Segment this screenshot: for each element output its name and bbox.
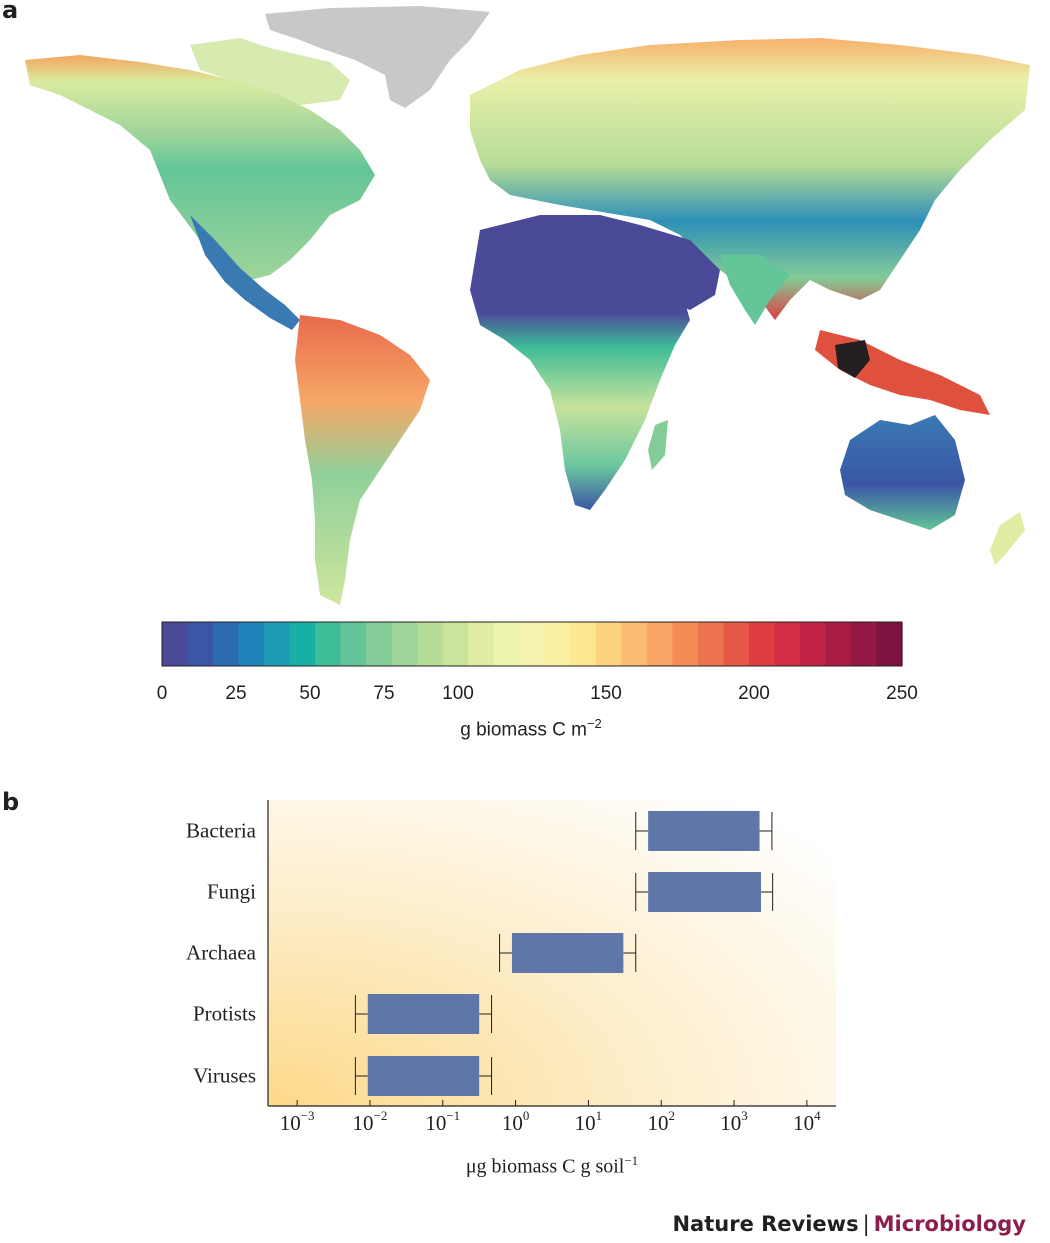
category-label: Bacteria: [186, 818, 256, 843]
north-america: [25, 55, 375, 280]
colorbar-swatch: [468, 622, 495, 666]
colorbar-swatch: [850, 622, 878, 666]
x-tick-label: 10−1: [425, 1108, 461, 1135]
colorbar-swatch: [162, 622, 189, 666]
category-label: Fungi: [206, 879, 256, 904]
south-america: [295, 315, 430, 605]
colorbar-swatch: [340, 622, 367, 666]
colorbar-swatch: [238, 622, 265, 666]
eurasia: [470, 38, 1030, 320]
colorbar-frame: [161, 621, 903, 667]
category-label: Protists: [192, 1001, 256, 1026]
category-label: Archaea: [186, 940, 256, 965]
credit-separator: |: [862, 1212, 870, 1236]
colorbar-swatch: [646, 622, 673, 666]
panel-label-b: b: [2, 788, 20, 816]
colorbar-label: g biomass C m−2: [460, 716, 602, 741]
colorbar-tick-label: 150: [590, 683, 622, 704]
colorbar-swatch: [672, 622, 699, 666]
colorbar-swatch: [264, 622, 291, 666]
colorbar-swatch: [697, 622, 724, 666]
world-biomass-map: [25, 6, 1030, 667]
colorbar-tick-label: 50: [299, 683, 321, 704]
colorbar: [162, 622, 903, 666]
arctic-islands: [190, 38, 350, 105]
central-america: [190, 215, 300, 330]
arabian-peninsula: [640, 225, 720, 310]
credit-subject: Microbiology: [873, 1212, 1026, 1236]
australia: [840, 415, 965, 530]
new-zealand: [990, 512, 1025, 565]
colorbar-swatch: [493, 622, 520, 666]
colorbar-swatch: [315, 622, 342, 666]
colorbar-swatch: [825, 622, 852, 666]
colorbar-tick-label: 25: [225, 683, 247, 704]
x-tick-label: 104: [793, 1108, 821, 1135]
x-axis-label: μg biomass C g soil−1: [465, 1153, 639, 1178]
colorbar-swatch: [570, 622, 597, 666]
box-archaea: [511, 933, 624, 973]
colorbar-tick-label: 100: [442, 683, 474, 704]
x-tick-label: 10−3: [279, 1108, 315, 1135]
x-tick-label: 100: [501, 1108, 530, 1135]
journal-credit: Nature Reviews | Microbiology: [672, 1212, 1026, 1236]
colorbar-swatch: [213, 622, 240, 666]
colorbar-swatch: [442, 622, 469, 666]
colorbar-swatch: [876, 622, 903, 666]
colorbar-swatch: [544, 622, 571, 666]
panel-label-a: a: [2, 0, 19, 24]
colorbar-tick-label: 200: [738, 683, 770, 704]
x-tick-label: 10−2: [352, 1108, 388, 1135]
x-tick-label: 101: [574, 1108, 603, 1135]
category-label: Viruses: [193, 1063, 256, 1088]
x-tick-label: 103: [720, 1108, 748, 1135]
colorbar-swatch: [187, 622, 214, 666]
madagascar: [648, 420, 668, 470]
africa: [470, 215, 690, 510]
box-viruses: [367, 1056, 480, 1096]
colorbar-tick-label: 250: [886, 683, 918, 704]
x-tick-marks: [296, 1100, 808, 1106]
colorbar-swatch: [519, 622, 546, 666]
colorbar-swatch: [595, 622, 622, 666]
colorbar-swatch: [621, 622, 648, 666]
colorbar-swatch: [723, 622, 750, 666]
colorbar-tick-label: 75: [373, 683, 395, 704]
colorbar-swatch: [417, 622, 444, 666]
box-bacteria: [648, 811, 760, 851]
colorbar-swatch: [774, 622, 801, 666]
box-protists: [367, 994, 480, 1034]
x-tick-label: 102: [647, 1108, 675, 1135]
borneo: [835, 340, 870, 378]
colorbar-swatch: [748, 622, 776, 666]
box-fungi: [648, 872, 761, 912]
greenland: [265, 6, 490, 108]
india: [720, 255, 790, 325]
colorbar-swatch: [391, 622, 418, 666]
credit-journal: Nature Reviews: [672, 1212, 859, 1236]
colorbar-swatch: [289, 622, 316, 666]
colorbar-swatch: [366, 622, 393, 666]
colorbar-tick-label: 0: [156, 683, 168, 704]
boxes: [354, 811, 774, 1096]
colorbar-swatch: [799, 622, 827, 666]
